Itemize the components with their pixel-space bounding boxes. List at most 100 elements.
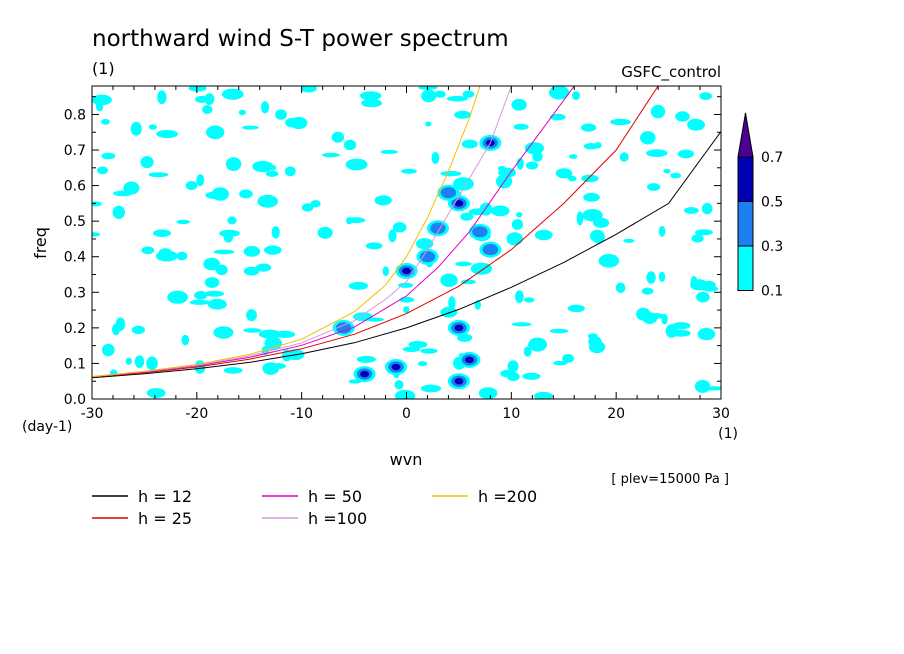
x-tick-label: 0 [402, 406, 411, 422]
contour-speckle [421, 89, 437, 103]
contour-speckle [195, 95, 209, 103]
contour-speckle [672, 322, 691, 330]
contour-speckle [460, 212, 474, 221]
contour-speckle [131, 325, 145, 335]
contour-speckle [640, 131, 656, 145]
contour-speckle [562, 354, 574, 363]
dispersion-curves [92, 86, 721, 379]
contour-blob [454, 200, 464, 207]
contour-speckle [534, 229, 553, 241]
contour-speckle [134, 355, 145, 369]
contour-speckle [101, 118, 110, 125]
contour-speckle [146, 356, 158, 371]
x-axis: -30 -20 -10 0 10 20 30 [81, 86, 730, 422]
contour-speckle [440, 273, 458, 287]
contour-speckle [641, 287, 654, 295]
contour-speckle [440, 306, 458, 318]
contour-speckle [461, 139, 478, 149]
colorbar-label: 0.3 [761, 239, 783, 255]
contour-speckle [301, 86, 317, 93]
contour-speckle [153, 229, 171, 237]
contour-speckle [658, 225, 666, 237]
contour-speckle [675, 111, 690, 122]
contour-speckle [211, 187, 229, 201]
legend-label: h =200 [478, 487, 537, 506]
contour-speckle [581, 123, 597, 132]
contour-speckle [243, 266, 260, 276]
legend-label: h = 12 [138, 487, 192, 506]
contour-speckle [176, 219, 190, 225]
curve-h200 [92, 86, 481, 378]
contour-speckle [583, 192, 600, 202]
colorbar-label: 0.1 [761, 284, 783, 300]
contour-speckle [196, 174, 205, 187]
contour-speckle [462, 90, 475, 98]
contour-speckle [408, 341, 428, 349]
contour-speckle [92, 201, 102, 207]
contour-speckle [434, 90, 446, 98]
contour-speckle [242, 125, 259, 130]
x-tick-label: -10 [290, 406, 313, 422]
contour-speckle [691, 234, 704, 243]
contour-speckle [500, 369, 517, 378]
y-tick-label: 0.3 [64, 285, 86, 301]
contour-speckle [702, 280, 716, 290]
contour-speckle [159, 248, 172, 256]
contour-speckle [498, 167, 516, 178]
contour-speckle [460, 279, 476, 285]
contour-speckle [274, 330, 296, 338]
contour-speckle [204, 277, 220, 288]
contour-speckle [92, 232, 101, 237]
curve-h12 [92, 131, 721, 379]
contour-speckle [204, 290, 225, 297]
y-tick-label: 0.5 [64, 214, 86, 230]
y-tick-label: 0.1 [64, 356, 86, 372]
title-unit: (1) [92, 59, 115, 78]
contour-speckle [203, 257, 221, 271]
legend-label: h = 50 [308, 487, 362, 506]
contour-speckle [592, 231, 605, 244]
level-label: [ plev=15000 Pa ] [611, 472, 729, 487]
contour-blob [472, 226, 488, 238]
contour-speckle [420, 384, 442, 393]
contour-speckle [225, 157, 242, 172]
contour-speckle [454, 110, 472, 119]
y-axis-label: freq [31, 227, 50, 259]
contour-speckle [394, 380, 404, 390]
contour-speckle [290, 116, 308, 130]
contour-speckle [418, 361, 428, 367]
contour-speckle [677, 149, 695, 159]
contour-speckle [431, 151, 440, 164]
contour-speckle [354, 217, 362, 222]
y-tick-label: 0.2 [64, 321, 86, 337]
contour-speckle [513, 123, 529, 130]
contour-speckle [696, 291, 710, 303]
contour-speckle [690, 276, 698, 289]
contour-blob [457, 327, 461, 329]
contour-speckle [399, 296, 415, 303]
contour-speckle [610, 118, 631, 126]
contour-speckle [140, 156, 154, 169]
contour-speckle [223, 367, 243, 374]
contour-speckle [215, 264, 228, 276]
contour-speckle [549, 328, 569, 334]
colorbar: 0.1 0.3 0.5 0.7 [737, 112, 783, 300]
x-tick-label: -30 [81, 406, 104, 422]
contour-speckle [515, 290, 524, 304]
contour-speckle [550, 113, 566, 121]
contour-speckle [130, 121, 142, 136]
contour-speckle [663, 169, 671, 174]
colorbar-segment [737, 201, 754, 247]
curve-h100 [92, 86, 512, 378]
contour-blob [482, 244, 499, 256]
contour-speckle [636, 307, 651, 321]
contour-speckle [697, 327, 716, 341]
contour-speckle [176, 251, 188, 261]
contour-speckle [222, 88, 244, 100]
contour-speckle [594, 142, 602, 149]
contour-field [92, 86, 721, 399]
contour-speckle [146, 388, 166, 398]
contour-speckle [189, 299, 210, 305]
contour-speckle [380, 149, 399, 154]
